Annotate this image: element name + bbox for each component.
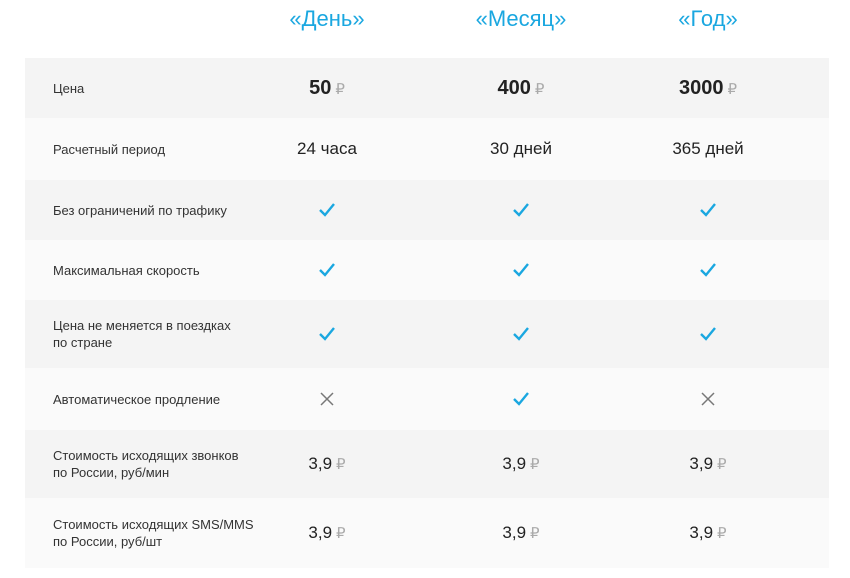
value-text: 30 дней (490, 139, 552, 158)
table-row: Цена не меняется в поездках по стране (25, 300, 829, 368)
table-row: Цена 50 ₽400 ₽3000 ₽ (25, 58, 829, 118)
check-icon (317, 200, 337, 220)
cross-icon (698, 389, 718, 409)
ruble-sign: ₽ (336, 525, 346, 542)
cell-value: 3,9 ₽ (502, 454, 539, 474)
value-text: 400 (497, 76, 531, 99)
cell-value: 3,9 ₽ (308, 523, 345, 543)
plan-header-month: «Месяц» (475, 6, 567, 31)
row-label: Стоимость исходящих SMS/MMS по России, р… (53, 517, 254, 549)
check-icon (511, 389, 531, 409)
ruble-sign: ₽ (530, 525, 540, 542)
check-icon (511, 324, 531, 344)
row-label: Цена не меняется в поездках по стране (53, 318, 231, 350)
table-row: Без ограничений по трафику (25, 180, 829, 240)
cell-value: 24 часа (297, 139, 357, 159)
value-text: 365 дней (672, 139, 744, 158)
cell-value: 3,9 ₽ (308, 454, 345, 474)
ruble-sign: ₽ (335, 80, 345, 98)
check-icon (511, 260, 531, 280)
value-text: 3,9 (308, 523, 333, 542)
row-label: Без ограничений по трафику (53, 202, 227, 218)
row-label: Автоматическое продление (53, 391, 221, 407)
value-text: 3,9 (502, 523, 527, 542)
cell-value: 50 ₽ (309, 77, 345, 100)
cell-value: 365 дней (672, 139, 743, 159)
check-icon (698, 324, 718, 344)
cell-value: 3,9 ₽ (502, 523, 539, 543)
ruble-sign: ₽ (717, 456, 727, 473)
row-label: Стоимость исходящих звонков по России, р… (53, 448, 239, 480)
cell-value: 3,9 ₽ (689, 523, 726, 543)
value-text: 24 часа (297, 139, 357, 158)
plan-header-day: «День» (289, 6, 365, 31)
cell-value: 400 ₽ (498, 77, 545, 100)
check-icon (511, 200, 531, 220)
row-label: Цена (53, 80, 85, 96)
row-label: Максимальная скорость (53, 262, 200, 278)
value-text: 50 (309, 76, 332, 99)
table-row: Стоимость исходящих звонков по России, р… (25, 430, 829, 498)
check-icon (698, 200, 718, 220)
ruble-sign: ₽ (336, 456, 346, 473)
value-text: 3,9 (308, 454, 333, 473)
ruble-sign: ₽ (534, 80, 545, 98)
table-row: Стоимость исходящих SMS/MMS по России, р… (25, 498, 829, 568)
table-row: Автоматическое продление (25, 368, 829, 430)
cell-value: 30 дней (490, 139, 552, 159)
value-text: 3,9 (689, 454, 714, 473)
ruble-sign: ₽ (717, 525, 727, 542)
table-row: Максимальная скорость (25, 240, 829, 300)
ruble-sign: ₽ (727, 80, 738, 98)
cross-icon (317, 389, 337, 409)
value-text: 3,9 (502, 454, 527, 473)
plan-header-year: «Год» (678, 6, 738, 31)
check-icon (317, 324, 337, 344)
cell-value: 3,9 ₽ (689, 454, 726, 474)
ruble-sign: ₽ (530, 456, 540, 473)
value-text: 3,9 (689, 523, 714, 542)
check-icon (317, 260, 337, 280)
row-label: Расчетный период (53, 141, 166, 157)
comparison-table: Цена 50 ₽400 ₽3000 ₽ Расчетный период 24 часа 3… (25, 58, 829, 568)
table-row: Расчетный период 24 часа 30 дней 365 дней (25, 118, 829, 180)
check-icon (698, 260, 718, 280)
cell-value: 3000 ₽ (679, 77, 737, 100)
value-text: 3000 (678, 76, 724, 99)
